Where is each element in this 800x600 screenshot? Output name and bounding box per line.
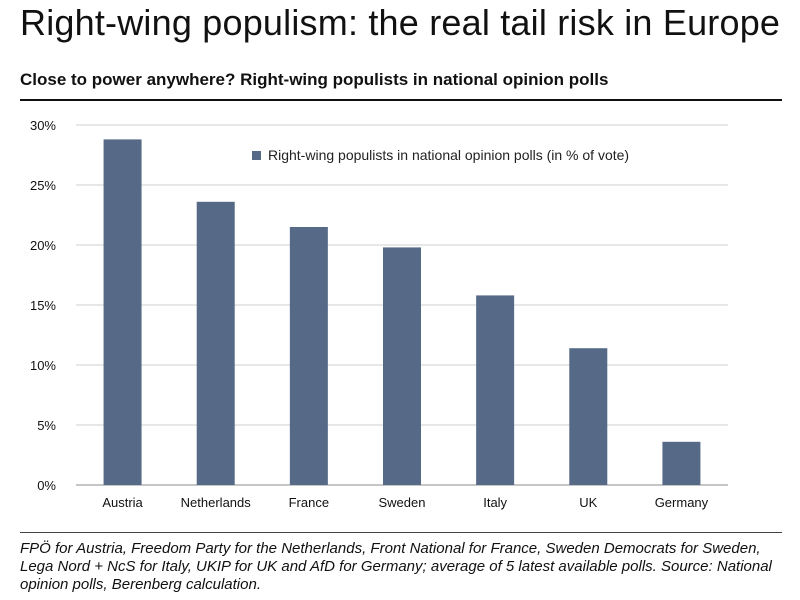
bar-france <box>289 227 328 485</box>
bar-uk <box>569 348 608 485</box>
bottom-divider <box>20 532 782 533</box>
legend-swatch <box>252 151 261 160</box>
y-tick-label: 30% <box>30 118 56 133</box>
top-divider <box>20 99 782 101</box>
y-tick-label: 10% <box>30 358 56 373</box>
y-tick-label: 15% <box>30 298 56 313</box>
x-tick-label: France <box>289 495 329 510</box>
bar-netherlands <box>196 201 235 486</box>
x-tick-label: Austria <box>102 495 143 510</box>
y-tick-label: 20% <box>30 238 56 253</box>
x-tick-label: UK <box>579 495 597 510</box>
bar-austria <box>103 139 142 485</box>
y-tick-label: 25% <box>30 178 56 193</box>
page-headline: Right-wing populism: the real tail risk … <box>20 2 781 43</box>
bar-germany <box>662 441 701 485</box>
x-tick-label: Netherlands <box>181 495 252 510</box>
x-tick-label: Sweden <box>379 495 426 510</box>
bar-chart: 0% 5% 10% 15% 20% 25% 30% Austria Netherlands Fra… <box>30 118 728 510</box>
x-tick-label: Italy <box>483 495 507 510</box>
legend-label: Right-wing populists in national opinion… <box>268 147 629 163</box>
x-tick-label: Germany <box>655 495 709 510</box>
bar-sweden <box>383 247 421 485</box>
footnote: FPÖ for Austria, Freedom Party for the N… <box>20 540 772 593</box>
y-tick-label: 0% <box>37 478 56 493</box>
chart-subtitle: Close to power anywhere? Right-wing popu… <box>20 70 609 89</box>
bar-italy <box>476 295 515 485</box>
y-tick-label: 5% <box>37 418 56 433</box>
